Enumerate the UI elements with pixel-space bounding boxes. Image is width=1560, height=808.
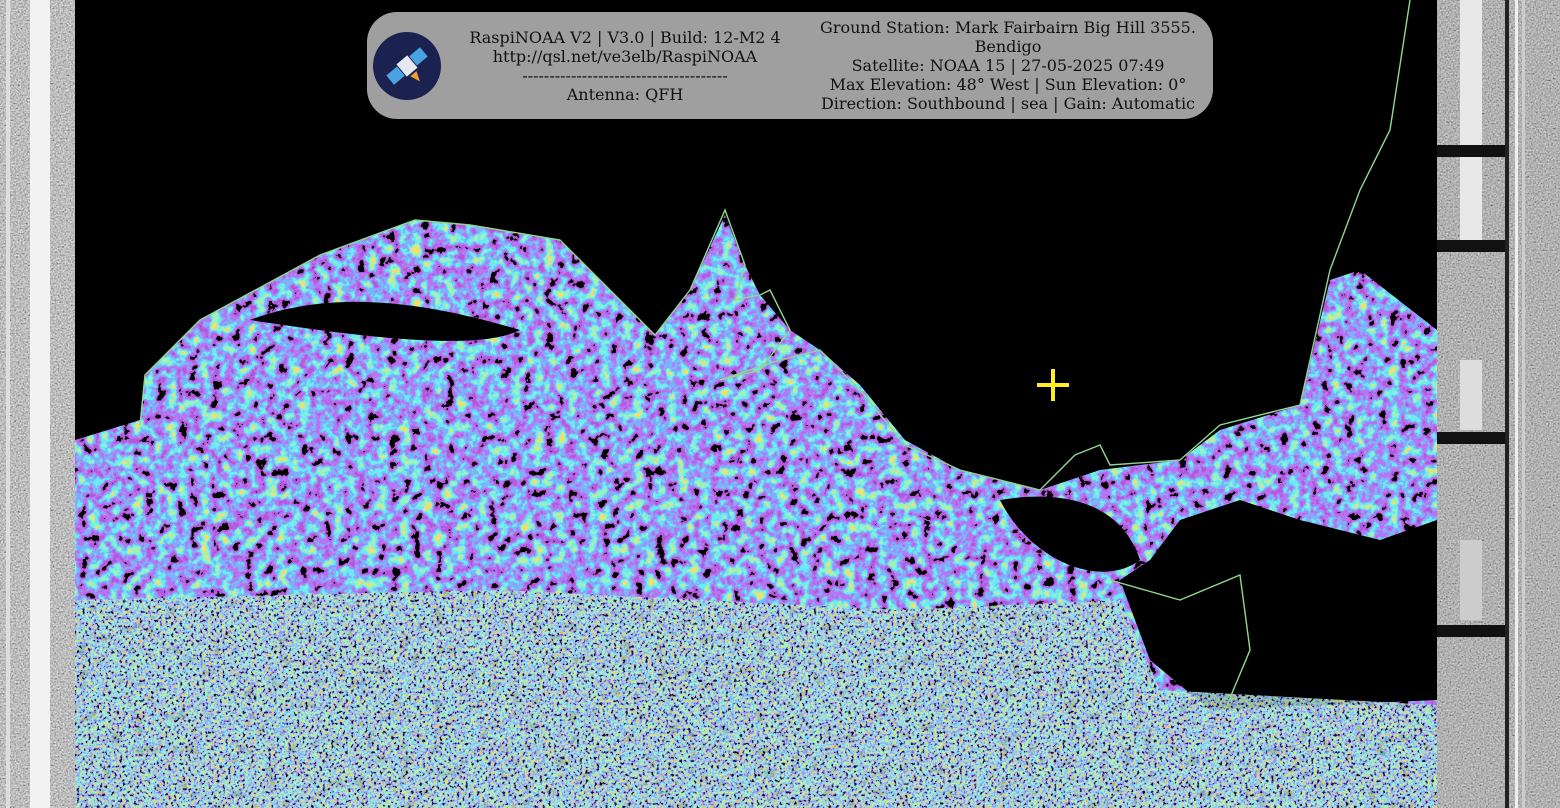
info-panel: RaspiNOAA V2 | V3.0 | Build: 12-M2 4http… [367, 12, 1213, 119]
info-line: Max Elevation: 48° West | Sun Elevation:… [830, 75, 1187, 94]
dark-gaps [250, 301, 1140, 572]
info-line: Bendigo [975, 37, 1042, 56]
left-text: RaspiNOAA V2 | V3.0 | Build: 12-M2 4http… [469, 28, 780, 104]
info-line: Satellite: NOAA 15 | 27-05-2025 07:49 [852, 56, 1165, 75]
right-text: Ground Station: Mark Fairbairn Big Hill … [820, 18, 1196, 113]
info-line: http://qsl.net/ve3elb/RaspiNOAA [493, 47, 758, 66]
info-line: RaspiNOAA V2 | V3.0 | Build: 12-M2 4 [469, 28, 780, 47]
info-line: Direction: Southbound | sea | Gain: Auto… [821, 94, 1195, 113]
info-line: Antenna: QFH [566, 85, 684, 104]
coastline [139, 0, 1411, 711]
logo-satellite [386, 47, 428, 85]
ground-station-marker [1037, 369, 1069, 401]
info-line: Ground Station: Mark Fairbairn Big Hill … [820, 18, 1196, 37]
info-line: -------------------------------------- [522, 66, 727, 85]
